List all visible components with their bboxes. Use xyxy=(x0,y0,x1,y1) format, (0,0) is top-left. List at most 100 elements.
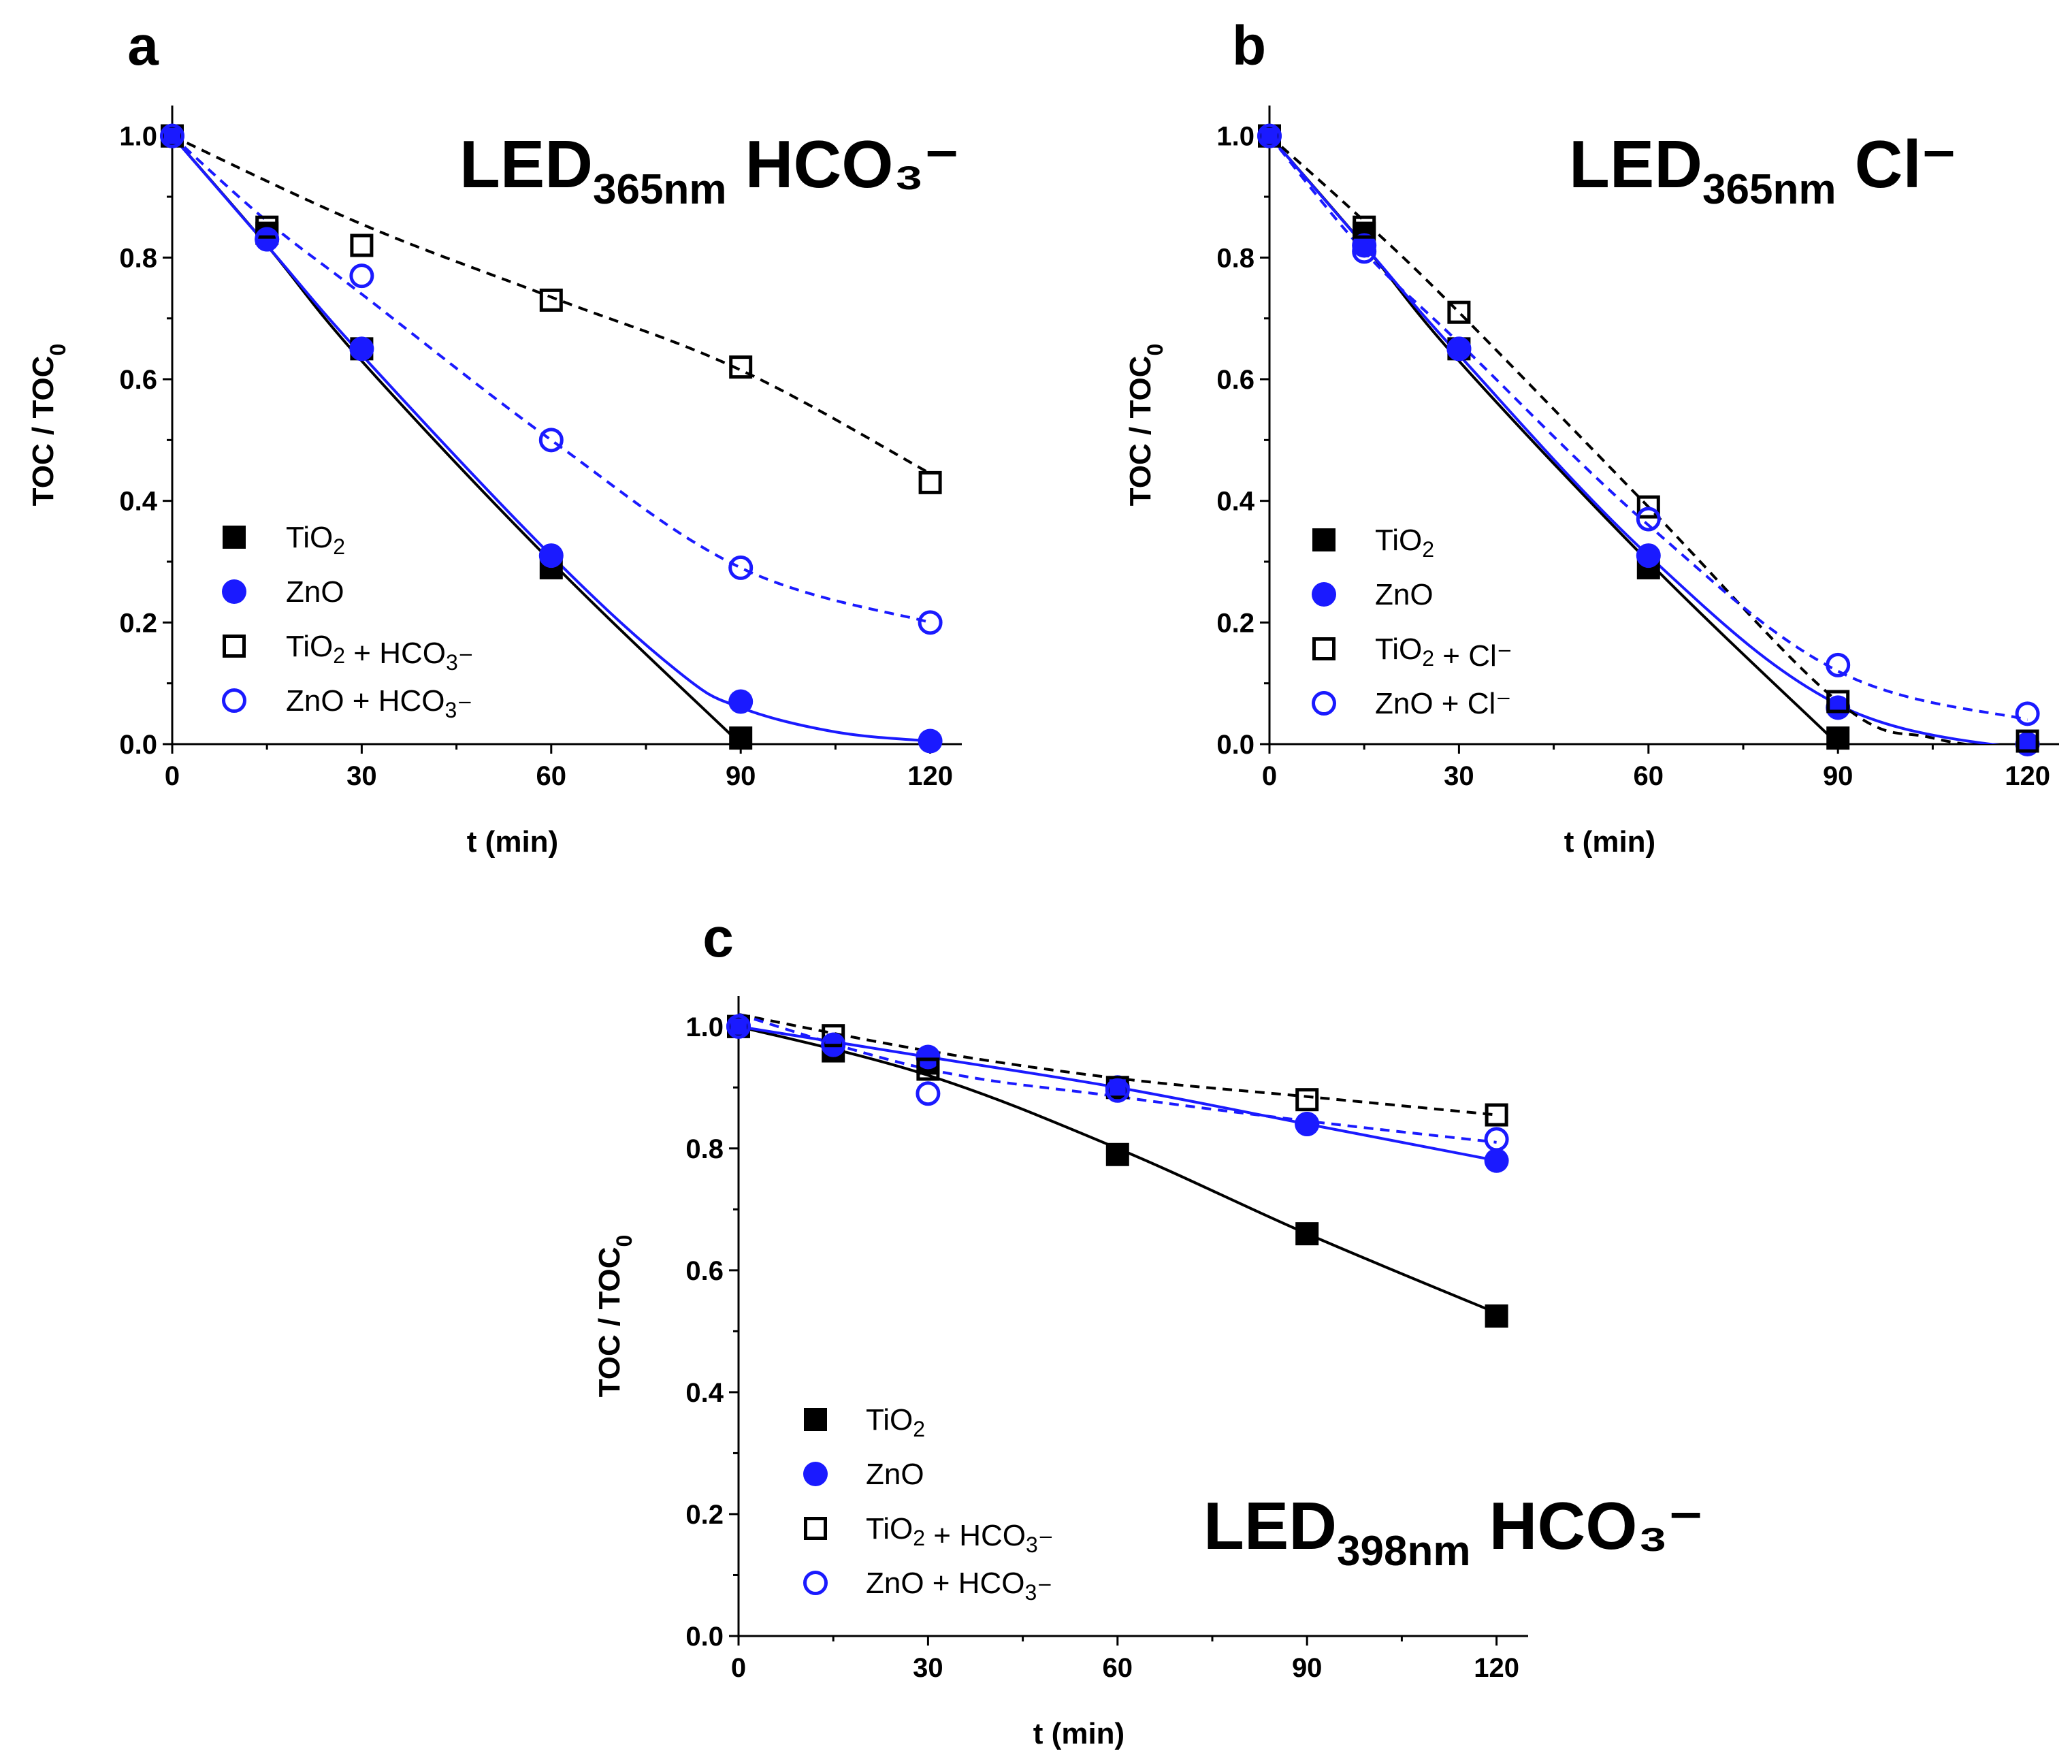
legend-label: TiO2 xyxy=(866,1403,925,1441)
x-tick-label: 90 xyxy=(726,761,756,791)
legend-label: TiO2 + HCO3⁻ xyxy=(286,630,474,677)
y-tick-label: 0.0 xyxy=(1216,730,1254,760)
fit-line xyxy=(172,134,931,475)
legend-marker xyxy=(804,1517,827,1540)
x-tick-label: 0 xyxy=(1262,761,1277,791)
data-point xyxy=(1295,1112,1320,1136)
x-tick-label: 60 xyxy=(536,761,567,791)
data-point xyxy=(728,555,754,580)
data-point xyxy=(1257,123,1282,148)
legend-label: TiO2 + Cl⁻ xyxy=(1375,632,1512,673)
data-point xyxy=(1295,1222,1319,1246)
legend-marker xyxy=(223,635,246,658)
data-point xyxy=(1636,507,1661,532)
legend-marker xyxy=(803,1571,828,1595)
data-point xyxy=(2016,729,2039,753)
data-point xyxy=(1105,1078,1130,1103)
data-point xyxy=(538,543,564,568)
x-tick-label: 30 xyxy=(1444,761,1474,791)
y-axis-title: TOC / TOC0 xyxy=(1124,344,1167,507)
y-tick-label: 0.4 xyxy=(685,1378,724,1408)
data-point xyxy=(729,726,753,750)
legend: TiO2 ZnO TiO2 + HCO3⁻ ZnO + HCO3⁻ xyxy=(803,1403,1054,1607)
data-point xyxy=(1826,652,1851,677)
x-tick-label: 120 xyxy=(1474,1653,1519,1683)
y-tick-label: 0.8 xyxy=(685,1134,724,1164)
legend-marker xyxy=(804,1408,827,1431)
data-point xyxy=(918,470,942,494)
y-tick-label: 0.6 xyxy=(685,1256,724,1286)
data-point xyxy=(729,355,753,379)
condition-title: LED398nm HCO₃⁻ xyxy=(1203,1488,1704,1575)
y-tick-label: 0.4 xyxy=(119,487,157,517)
data-point xyxy=(539,288,563,312)
data-point xyxy=(1484,1148,1509,1173)
x-axis-title: t (min) xyxy=(1564,825,1655,859)
legend-label: ZnO xyxy=(1375,578,1434,611)
data-point xyxy=(538,428,564,453)
data-point xyxy=(726,1014,751,1039)
fit-line xyxy=(172,135,931,624)
data-point xyxy=(350,234,374,257)
panel-letter: c xyxy=(702,907,734,969)
x-axis-title: t (min) xyxy=(1033,1717,1124,1750)
y-tick-label: 0.4 xyxy=(1216,487,1254,517)
legend-marker xyxy=(1312,528,1336,551)
x-tick-label: 30 xyxy=(346,761,377,791)
x-tick-label: 120 xyxy=(907,761,953,791)
x-tick-label: 90 xyxy=(1292,1653,1323,1683)
fit-line xyxy=(739,1025,1498,1315)
data-point xyxy=(1485,1103,1508,1127)
data-point xyxy=(916,1057,940,1081)
data-point xyxy=(1826,726,1850,750)
data-point xyxy=(255,227,280,252)
legend-label: ZnO + HCO3⁻ xyxy=(866,1567,1053,1607)
legend-label: ZnO xyxy=(286,575,344,609)
x-tick-label: 0 xyxy=(165,761,180,791)
data-point xyxy=(1484,1127,1509,1152)
data-point xyxy=(1446,336,1472,362)
data-point xyxy=(1105,1142,1129,1166)
legend-marker xyxy=(223,526,246,549)
data-point xyxy=(1826,695,1851,720)
y-tick-label: 1.0 xyxy=(1216,122,1254,152)
y-tick-label: 0.6 xyxy=(1216,365,1254,395)
y-tick-label: 0.6 xyxy=(119,365,157,395)
data-point xyxy=(1447,300,1471,324)
x-tick-label: 120 xyxy=(2005,761,2050,791)
legend: TiO2 ZnO TiO2 + HCO3⁻ ZnO + HCO3⁻ xyxy=(222,521,474,724)
data-point xyxy=(349,263,374,289)
y-tick-label: 0.2 xyxy=(1216,608,1254,638)
panel-letter: b xyxy=(1232,15,1266,77)
data-point xyxy=(1485,1304,1508,1328)
y-tick-label: 0.0 xyxy=(685,1622,724,1652)
panel-b: 0 30 60 90 120 0.0 0.2 0.4 0.6 0.8 1.0 t (min) TOC /… xyxy=(1124,15,2059,859)
data-point xyxy=(1295,1088,1319,1112)
panel-letter: a xyxy=(127,15,159,77)
data-point xyxy=(1826,690,1850,713)
data-point xyxy=(255,215,279,239)
data-point xyxy=(822,1024,845,1048)
legend-marker xyxy=(1312,582,1336,607)
legend-label: ZnO xyxy=(866,1458,924,1491)
x-tick-label: 0 xyxy=(731,1653,746,1683)
data-point xyxy=(1353,215,1376,239)
data-point xyxy=(1257,123,1282,148)
y-tick-label: 0.2 xyxy=(685,1500,724,1530)
legend-marker xyxy=(803,1462,828,1486)
data-point xyxy=(1446,336,1472,362)
data-point xyxy=(726,1014,751,1039)
y-tick-label: 0.2 xyxy=(119,608,157,638)
x-tick-label: 30 xyxy=(913,1653,943,1683)
x-axis-title: t (min) xyxy=(467,825,558,859)
legend-marker xyxy=(1312,637,1336,660)
panel-a: 0 30 60 90 120 0.0 0.2 0.4 0.6 0.8 1.0 t (min) TOC /… xyxy=(27,15,962,859)
data-point xyxy=(728,689,754,714)
data-point xyxy=(255,227,280,252)
legend-marker xyxy=(222,579,246,604)
data-point xyxy=(1352,239,1377,264)
data-point xyxy=(160,123,184,148)
y-tick-label: 0.0 xyxy=(119,730,157,760)
data-point xyxy=(1636,543,1661,568)
